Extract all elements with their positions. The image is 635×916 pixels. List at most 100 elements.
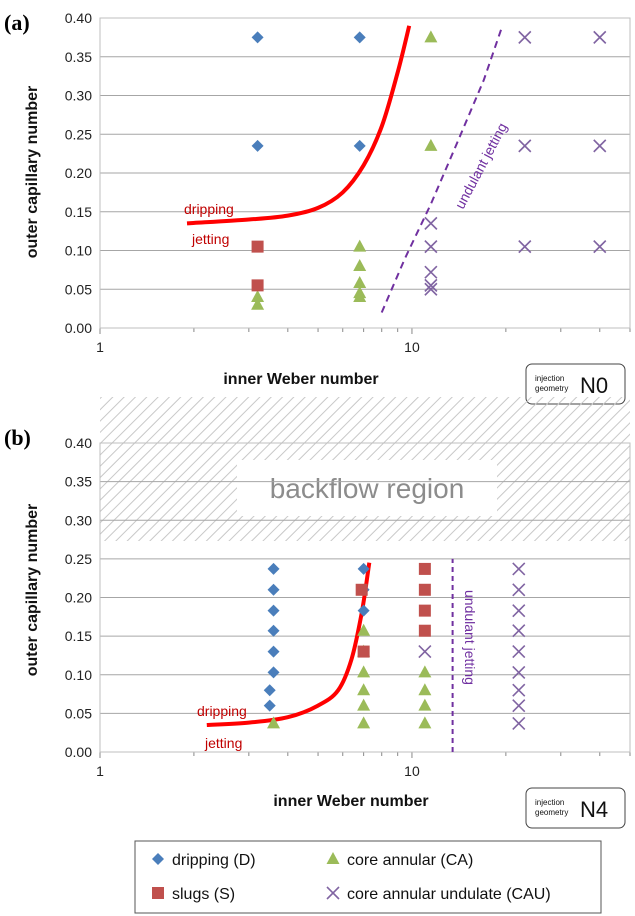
data-point-x <box>512 562 526 576</box>
data-point-diamond <box>357 604 370 617</box>
x-tick-label: 10 <box>404 339 420 355</box>
legend-frame <box>134 840 602 914</box>
geometry-badge-b: injection geometry N4 <box>525 787 626 829</box>
chart-panel-a: (a) 0.00 0.05 0.10 0.15 0.20 0.25 0.30 0.35 0.40… <box>4 10 631 405</box>
data-point-x <box>424 240 438 254</box>
y-tick-label: 0.30 <box>65 88 92 104</box>
data-point-triangle <box>418 716 432 729</box>
y-tick-label: 0.05 <box>65 281 92 297</box>
data-point-x <box>518 139 532 153</box>
data-point-diamond <box>267 624 280 637</box>
y-tick-label: 0.40 <box>65 10 92 26</box>
panel-label-b: (b) <box>4 425 31 450</box>
data-point-square <box>251 279 264 292</box>
geometry-code-b: N4 <box>580 797 608 822</box>
geometry-badge-frame-b <box>525 787 626 829</box>
data-point-triangle <box>357 665 371 678</box>
data-point-triangle <box>418 683 432 696</box>
legend-label-core-annular: core annular (CA) <box>347 852 473 869</box>
data-point-triangle <box>353 290 367 302</box>
data-point-x <box>512 665 526 679</box>
data-point-x <box>424 216 438 230</box>
data-point-triangle <box>418 665 432 678</box>
data-point-x <box>593 139 607 153</box>
data-point-diamond <box>267 604 280 617</box>
geometry-small-line2-a: geometry <box>535 384 568 393</box>
legend-marker-square <box>152 887 164 899</box>
dripping-label-b: dripping <box>197 703 247 719</box>
data-point-square <box>418 604 431 617</box>
data-point-x <box>593 240 607 254</box>
data-point-x <box>424 278 438 292</box>
x-axis-label-a: inner Weber number <box>223 371 378 388</box>
geometry-small-line1-a: injection <box>535 374 564 383</box>
data-point-diamond <box>267 583 280 596</box>
data-point-triangle <box>353 259 367 271</box>
data-point-x <box>593 30 607 44</box>
plot-frame-a <box>99 17 631 329</box>
data-point-diamond <box>267 666 280 679</box>
x-axis-label-b: inner Weber number <box>273 793 428 810</box>
legend-item-core-annular: core annular (CA) <box>326 852 473 869</box>
panel-label-a: (a) <box>4 10 30 35</box>
legend-item-core-annular-undulate: core annular undulate (CAU) <box>326 886 551 903</box>
y-tick-label: 0.30 <box>65 512 92 528</box>
y-axis-label-a: outer capillary number <box>24 86 41 259</box>
data-point-triangle <box>424 138 438 151</box>
data-point-triangle <box>357 698 371 711</box>
data-point-x <box>512 583 526 597</box>
y-tick-label: 0.15 <box>65 628 92 644</box>
data-point-square <box>251 240 264 253</box>
chart-panel-b: (b) backflow region 0.00 0.05 0.10 0.15 0.20… <box>4 397 631 829</box>
y-tick-label: 0.05 <box>65 705 92 721</box>
data-point-triangle <box>357 623 371 636</box>
data-point-x <box>518 30 532 44</box>
data-point-x <box>424 282 438 296</box>
y-tick-label: 0.10 <box>65 667 92 683</box>
undulant-boundary-a <box>380 25 504 313</box>
y-tick-label: 0.25 <box>65 126 92 142</box>
x-tick-labels-b: 1 10 <box>96 763 420 779</box>
data-point-x <box>512 716 526 730</box>
data-point-diamond <box>353 31 366 44</box>
data-point-x <box>418 645 432 659</box>
data-point-square <box>418 562 431 575</box>
legend-item-slugs: slugs (S) <box>152 886 235 903</box>
data-point-x <box>518 240 532 254</box>
y-tick-labels-b: 0.00 0.05 0.10 0.15 0.20 0.25 0.30 0.35 0.40 <box>65 435 92 760</box>
y-axis-label-b: outer capillary number <box>24 504 41 677</box>
data-point-diamond <box>353 139 366 152</box>
legend-marker-triangle <box>326 852 340 864</box>
geometry-badge-a: injection geometry N0 <box>525 363 626 405</box>
data-point-diamond <box>251 31 264 44</box>
legend-marker-x <box>326 886 340 900</box>
legend-label-core-annular-undulate: core annular undulate (CAU) <box>347 886 551 903</box>
data-point-triangle <box>267 716 281 729</box>
jetting-label-a: jetting <box>191 231 229 247</box>
y-tick-labels-a: 0.00 0.05 0.10 0.15 0.20 0.25 0.30 0.35 0.40 <box>65 10 92 336</box>
data-point-triangle <box>357 716 371 729</box>
y-tick-label: 0.25 <box>65 551 92 567</box>
x-tick-label: 1 <box>96 763 104 779</box>
jetting-label-b: jetting <box>204 735 242 751</box>
legend-label-slugs: slugs (S) <box>172 886 235 903</box>
data-point-x <box>512 683 526 697</box>
x-tick-label: 10 <box>404 763 420 779</box>
data-point-square <box>357 645 370 658</box>
data-point-triangle <box>353 239 367 252</box>
legend: dripping (D) core annular (CA) slugs (S)… <box>134 840 602 914</box>
data-point-triangle <box>353 276 367 289</box>
data-point-triangle <box>251 290 265 302</box>
data-point-diamond <box>263 684 276 697</box>
x-tick-labels-a: 1 10 <box>96 339 420 355</box>
data-point-square <box>418 583 431 596</box>
y-tick-label: 0.35 <box>65 474 92 490</box>
legend-marker-diamond <box>152 853 164 865</box>
data-points-a <box>251 30 607 310</box>
data-point-triangle <box>418 698 432 711</box>
data-point-triangle <box>424 30 438 43</box>
y-tick-label: 0.35 <box>65 49 92 65</box>
backflow-region-label: backflow region <box>270 473 465 504</box>
y-tick-label: 0.00 <box>65 320 92 336</box>
